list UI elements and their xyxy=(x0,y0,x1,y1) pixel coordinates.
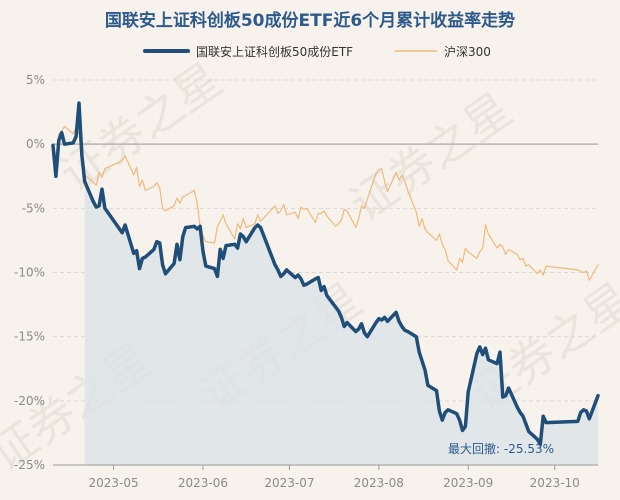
series-line-index xyxy=(52,125,599,281)
series-line-fund xyxy=(51,101,600,447)
x-tick-label: 2023-05 xyxy=(88,476,138,490)
grid xyxy=(53,79,598,466)
x-tick-label: 2023-09 xyxy=(443,476,493,490)
series-lines xyxy=(51,101,600,447)
y-tick-label: -25% xyxy=(14,458,45,472)
legend-label-fund: 国联安上证科创板50成份ETF xyxy=(196,44,353,59)
x-axis: 2023-05 2023-06 2023-07 2023-08 2023-09 2023-… xyxy=(53,464,598,490)
y-tick-label: 0% xyxy=(26,137,45,151)
y-axis: 5% 0% -5% -10% -15% -20% -25% xyxy=(14,73,45,472)
x-tick-label: 2023-07 xyxy=(264,476,314,490)
y-tick-label: -5% xyxy=(22,201,45,215)
max-drawdown-label: 最大回撤: -25.53% xyxy=(448,441,554,456)
x-tick-label: 2023-08 xyxy=(354,476,404,490)
drawdown-area xyxy=(84,181,598,465)
legend-label-index: 沪深300 xyxy=(444,45,491,59)
y-tick-label: 5% xyxy=(26,73,45,87)
chart-title: 国联安上证科创板50成份ETF近6个月累计收益率走势 xyxy=(105,10,515,31)
watermark-text: 证券之星 xyxy=(340,82,522,232)
drawdown-shade xyxy=(84,181,598,465)
legend: 国联安上证科创板50成份ETF 沪深300 xyxy=(143,44,491,59)
y-tick-label: -15% xyxy=(14,330,45,344)
y-tick-label: -20% xyxy=(14,394,45,408)
x-tick-label: 2023-10 xyxy=(530,476,580,490)
x-tick-label: 2023-06 xyxy=(178,476,228,490)
y-tick-label: -10% xyxy=(14,266,45,280)
